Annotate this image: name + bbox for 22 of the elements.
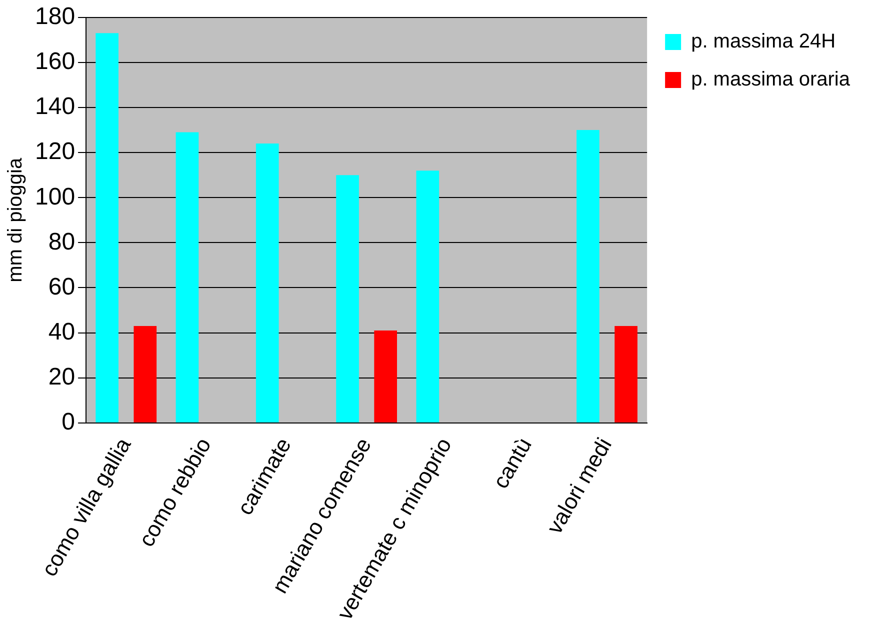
bar [256, 144, 279, 422]
bar [96, 33, 118, 422]
y-tick-label: 100 [34, 183, 76, 210]
y-tick-label: 60 [48, 273, 76, 300]
y-tick-label: 80 [48, 228, 76, 256]
bar [576, 130, 600, 422]
y-tick-label: 160 [34, 48, 76, 76]
y-tick-label: 140 [34, 93, 76, 120]
y-axis-title: mm di pioggia [4, 157, 27, 282]
y-tick-label: 40 [48, 318, 76, 346]
bar [374, 330, 398, 422]
y-tick-label: 20 [48, 363, 76, 390]
bar [614, 326, 638, 422]
bar [134, 326, 157, 422]
y-tick-label: 120 [34, 138, 76, 166]
y-tick-label: 180 [34, 3, 76, 30]
legend-label: p. massima oraria [691, 68, 851, 91]
bar [416, 170, 440, 422]
y-tick-label: 0 [62, 408, 76, 436]
bar [336, 175, 359, 422]
bar [176, 132, 199, 422]
legend-label: p. massima 24H [691, 30, 836, 53]
